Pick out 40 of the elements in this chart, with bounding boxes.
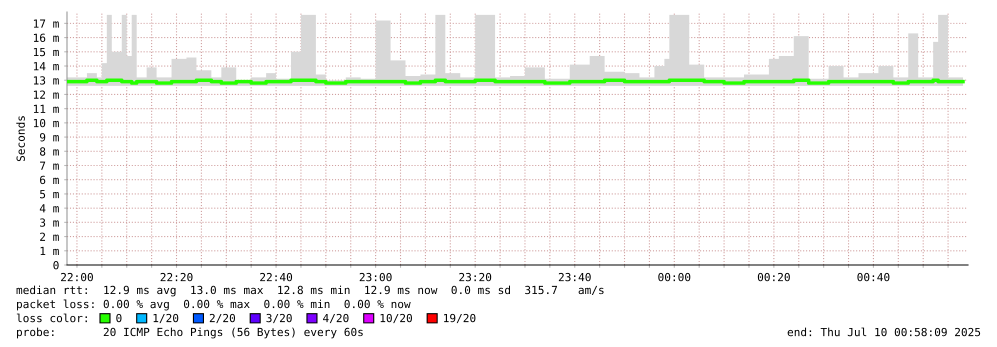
y-tick-label: 13 m <box>34 76 59 85</box>
y-tick-label: 3 m <box>40 218 59 227</box>
y-tick-label: 12 m <box>34 90 59 99</box>
y-tick-label: 2 m <box>40 232 59 241</box>
y-tick-label: 7 m <box>40 162 59 170</box>
x-tick-label: 22:00 <box>61 272 93 282</box>
legend-label: 19/20 <box>444 314 476 324</box>
legend-label: 0 <box>116 314 122 322</box>
y-tick-label: 6 m <box>40 176 59 184</box>
x-tick-label: 23:20 <box>459 272 492 282</box>
y-axis-title: Seconds <box>16 116 25 162</box>
text: probe: 20 ICMP Echo Pings (56 Bytes) every 60s <box>17 328 363 338</box>
legend-label: 1/20 <box>154 314 178 324</box>
y-tick-label: 0 <box>53 261 59 270</box>
text: loss color: <box>16 314 87 322</box>
x-tick-label: 23:00 <box>360 272 392 282</box>
text: packet loss: 0.00 % avg 0.00 % max 0.00 % min 0.00 % now <box>17 300 411 310</box>
text: median rtt: 12.9 ms avg 13.0 ms max 12.8 ms min 12.9 ms now 0.0 ms sd 315.7 am/s <box>16 286 604 296</box>
y-tick-label: 16 m <box>34 34 59 42</box>
y-tick-label: 8 m <box>40 147 59 156</box>
y-tick-label: 4 m <box>40 204 59 212</box>
x-tick-label: 00:20 <box>758 272 790 282</box>
y-tick-label: 10 m <box>34 118 59 128</box>
y-tick-label: 17 m <box>34 20 59 28</box>
legend-label: 2/20 <box>210 314 236 324</box>
y-tick-label: 15 m <box>34 48 59 56</box>
x-tick-label: 00:00 <box>658 272 690 282</box>
legend-label: 4/20 <box>323 314 349 324</box>
y-tick-label: 1 m <box>40 246 59 256</box>
x-tick-label: 22:20 <box>160 272 193 282</box>
y-tick-label: 11 m <box>34 104 59 113</box>
x-tick-label: 22:40 <box>260 272 292 282</box>
y-tick-label: 14 m <box>34 62 59 70</box>
x-tick-label: 00:40 <box>857 272 890 282</box>
legend-label: 10/20 <box>380 314 412 324</box>
y-tick-label: 9 m <box>40 133 59 142</box>
legend-label: 3/20 <box>266 314 292 324</box>
y-tick-label: 5 m <box>40 190 59 198</box>
x-tick-label: 23:40 <box>558 272 591 282</box>
text: end: Thu Jul 10 00:58:09 2025 <box>788 328 980 336</box>
